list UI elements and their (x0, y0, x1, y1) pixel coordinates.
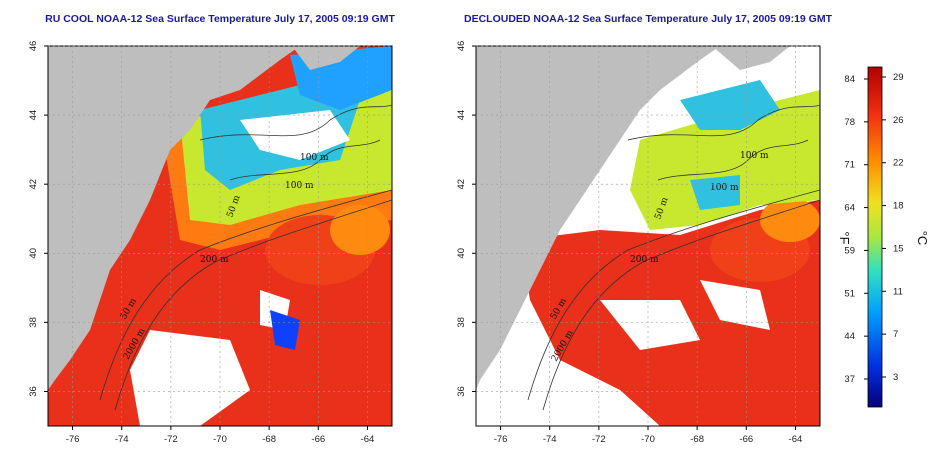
temperature-colorbar: °F °C 84 78 71 64 59 51 44 37 29 26 22 18 15 11 7 3 (837, 66, 930, 408)
contour-100m (627, 104, 820, 141)
contour-200m (99, 189, 392, 401)
land-mass (476, 46, 720, 390)
fahrenheit-tick-label: 59 (844, 245, 855, 256)
lat-tick-label: 44 (456, 110, 467, 121)
lat-tick-label: 38 (28, 317, 39, 328)
land-mass (48, 46, 300, 390)
lat-tick-label: 44 (28, 110, 39, 121)
contour-50m (657, 139, 809, 181)
celsius-tick-label: 7 (893, 329, 898, 340)
lat-tick-label: 40 (456, 248, 467, 259)
celsius-tick-label: 22 (893, 158, 904, 169)
contour-100m (199, 104, 392, 141)
lat-tick-label: 42 (456, 179, 467, 190)
celsius-unit-label: °C (915, 231, 930, 246)
lon-tick-label: -68 (262, 434, 276, 445)
land-nova-scotia (292, 46, 360, 70)
lat-tick-label: 46 (456, 41, 467, 52)
lon-tick-label: -64 (789, 434, 803, 445)
orange-eddy (330, 205, 390, 255)
left-map-image (48, 46, 392, 426)
contour-label: 100 m (300, 153, 329, 163)
fahrenheit-tick-label: 51 (844, 288, 855, 299)
orange-eddy (760, 198, 820, 242)
celsius-tick-label: 15 (893, 243, 904, 254)
lon-tick-label: -72 (164, 434, 178, 445)
colorbar-ticks: 84 78 71 64 59 51 44 37 29 26 22 18 15 11 7 3 (844, 72, 903, 385)
cold-patch (270, 310, 300, 350)
colorbar-gradient (867, 66, 883, 408)
lon-tick-label: -74 (115, 434, 129, 445)
left-contours (99, 104, 392, 411)
lat-tick-label: 46 (28, 41, 39, 52)
fahrenheit-tick-label: 44 (844, 331, 855, 342)
fahrenheit-tick-label: 78 (844, 117, 855, 128)
lat-tick-label: 36 (28, 386, 39, 397)
contour-50m (229, 139, 381, 181)
left-axes: -76 -74 -72 -70 -68 -66 -64 46 44 42 40 38 36 (28, 41, 392, 445)
right-axes: -76 -74 -72 -70 -68 -66 -64 46 44 42 40 38 36 (456, 41, 820, 445)
contour-label: 100 m (740, 151, 769, 161)
fahrenheit-tick-label: 37 (844, 374, 855, 385)
celsius-tick-label: 29 (893, 72, 904, 83)
celsius-tick-label: 18 (893, 201, 904, 212)
cloud-gap (600, 300, 700, 350)
left-panel-title: RU COOL NOAA-12 Sea Surface Temperature … (45, 13, 395, 25)
lat-tick-label: 36 (456, 386, 467, 397)
lon-tick-label: -70 (213, 434, 227, 445)
lon-tick-label: -66 (739, 434, 753, 445)
cyan-region (680, 80, 780, 130)
celsius-tick-label: 3 (893, 372, 898, 383)
lon-tick-label: -68 (690, 434, 704, 445)
fahrenheit-tick-label: 64 (844, 203, 855, 214)
lon-tick-label: -72 (592, 434, 606, 445)
fahrenheit-tick-label: 84 (844, 74, 855, 85)
lon-tick-label: -74 (543, 434, 557, 445)
lat-tick-label: 40 (28, 248, 39, 259)
yellow-green-region (630, 90, 820, 230)
contour-label: 200 m (630, 255, 659, 265)
lon-tick-label: -64 (361, 434, 375, 445)
contour-label: 100 m (285, 181, 314, 191)
fahrenheit-unit-label: °F (837, 231, 852, 244)
lon-tick-label: -76 (66, 434, 80, 445)
contour-2000m (542, 199, 820, 411)
lon-tick-label: -70 (641, 434, 655, 445)
celsius-tick-label: 26 (893, 115, 904, 126)
left-map-panel: RU COOL NOAA-12 Sea Surface Temperature … (28, 13, 395, 445)
contour-200m (527, 189, 820, 401)
lon-tick-label: -76 (494, 434, 508, 445)
lat-tick-label: 38 (456, 317, 467, 328)
contour-2000m (114, 199, 392, 411)
cloud-gap (700, 280, 770, 330)
celsius-tick-label: 11 (893, 286, 903, 297)
contour-label: 100 m (710, 183, 739, 193)
fahrenheit-tick-label: 71 (844, 160, 855, 171)
right-panel-title: DECLOUDED NOAA-12 Sea Surface Temperatur… (464, 13, 833, 25)
lon-tick-label: -66 (311, 434, 325, 445)
lat-tick-label: 42 (28, 179, 39, 190)
right-contours (527, 104, 820, 411)
right-map-panel: DECLOUDED NOAA-12 Sea Surface Temperatur… (456, 13, 833, 445)
contour-label: 200 m (200, 255, 229, 265)
cyan-patch (690, 175, 740, 210)
land-nova-scotia (712, 46, 790, 70)
